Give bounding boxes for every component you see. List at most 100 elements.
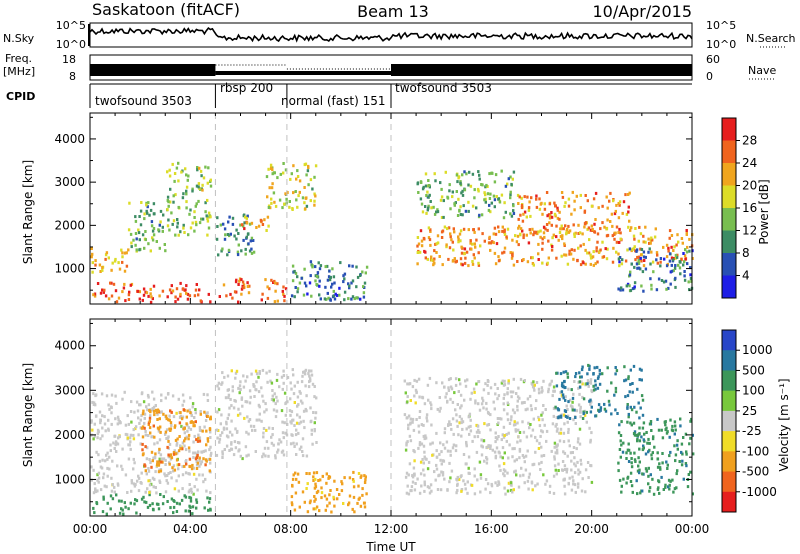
scatter-cell	[598, 382, 602, 386]
scatter-cell	[235, 430, 239, 434]
scatter-cell	[423, 483, 426, 487]
scatter-cell	[404, 391, 407, 395]
scatter-cell	[630, 226, 633, 230]
scatter-cell	[458, 415, 462, 419]
scatter-cell	[200, 460, 204, 464]
scatter-cell	[252, 384, 255, 388]
scatter-cell	[590, 389, 593, 393]
scatter-cell	[207, 166, 210, 170]
scatter-cell	[299, 391, 302, 395]
scatter-cell	[688, 249, 691, 253]
scatter-cell	[416, 251, 419, 254]
scatter-cell	[292, 373, 295, 377]
scatter-cell	[528, 228, 531, 232]
scatter-cell	[457, 237, 460, 241]
scatter-cell	[158, 223, 161, 227]
scatter-cell	[168, 414, 171, 418]
scatter-cell	[293, 401, 296, 404]
scatter-cell	[551, 236, 554, 240]
scatter-cell	[669, 418, 672, 422]
scatter-cell	[433, 470, 436, 474]
scatter-cell	[109, 507, 112, 511]
colorbar-tick-label: 20	[742, 179, 757, 193]
scatter-cell	[121, 447, 124, 451]
scatter-cell	[332, 294, 335, 298]
scatter-cell	[647, 482, 650, 486]
scatter-cell	[267, 167, 270, 171]
scatter-cell	[149, 414, 152, 418]
scatter-cell	[265, 428, 268, 432]
scatter-cell	[146, 487, 149, 491]
scatter-cell	[615, 369, 619, 373]
scatter-cell	[525, 435, 529, 439]
scatter-cell	[423, 437, 426, 441]
scatter-cell	[270, 441, 274, 445]
scatter-cell	[173, 172, 177, 175]
scatter-cell	[240, 396, 244, 400]
scatter-cell	[464, 384, 468, 388]
scatter-cell	[95, 393, 98, 397]
scatter-cell	[96, 489, 99, 493]
scatter-cell	[541, 261, 544, 265]
scatter-cell	[461, 427, 464, 431]
scatter-cell	[188, 464, 191, 468]
scatter-cell	[564, 415, 568, 418]
scatter-cell	[649, 241, 652, 245]
scatter-cell	[261, 292, 264, 296]
scatter-cell	[682, 477, 685, 481]
scatter-cell	[445, 245, 448, 249]
scatter-cell	[590, 480, 594, 484]
scatter-cell	[415, 391, 418, 395]
scatter-cell	[296, 175, 300, 178]
scatter-cell	[281, 387, 284, 391]
scatter-cell	[670, 256, 674, 260]
scatter-cell	[177, 179, 180, 183]
scatter-cell	[430, 407, 433, 411]
scatter-cell	[595, 246, 598, 250]
scatter-cell	[617, 231, 620, 234]
scatter-cell	[94, 490, 98, 494]
scatter-cell	[477, 227, 480, 231]
scatter-cell	[173, 487, 177, 491]
scatter-cell	[502, 435, 506, 439]
scatter-cell	[219, 422, 222, 426]
scatter-cell	[137, 416, 140, 420]
scatter-cell	[509, 418, 513, 422]
scatter-cell	[155, 240, 158, 243]
colorbar-tick-label: -1000	[742, 485, 777, 499]
scatter-cell	[187, 174, 190, 178]
scatter-cell	[585, 420, 588, 424]
scatter-cell	[568, 476, 571, 480]
scatter-cell	[466, 378, 469, 382]
scatter-cell	[234, 446, 238, 450]
scatter-cell	[151, 459, 154, 463]
scatter-cell	[562, 450, 565, 454]
scatter-cell	[510, 415, 513, 419]
scatter-cell	[537, 462, 541, 466]
scatter-cell	[660, 475, 663, 479]
scatter-cell	[531, 463, 534, 467]
scatter-cell	[511, 238, 514, 242]
scatter-cell	[416, 182, 419, 186]
scatter-cell	[180, 170, 183, 174]
scatter-cell	[270, 201, 273, 205]
scatter-cell	[418, 250, 422, 254]
scatter-cell	[201, 188, 204, 192]
scatter-cell	[583, 225, 586, 229]
scatter-cell	[145, 201, 148, 205]
scatter-cell	[455, 444, 458, 448]
scatter-cell	[426, 467, 430, 471]
scatter-cell	[513, 411, 516, 415]
scatter-cell	[460, 251, 464, 255]
scatter-cell	[467, 209, 470, 213]
scatter-cell	[288, 205, 291, 209]
scatter-cell	[328, 501, 331, 505]
scatter-cell	[579, 375, 582, 379]
scatter-cell	[276, 299, 279, 303]
scatter-cell	[166, 208, 169, 212]
scatter-cell	[681, 452, 684, 456]
scatter-cell	[352, 479, 355, 483]
scatter-cell	[156, 460, 159, 464]
scatter-cell	[519, 439, 522, 443]
scatter-cell	[442, 215, 445, 219]
